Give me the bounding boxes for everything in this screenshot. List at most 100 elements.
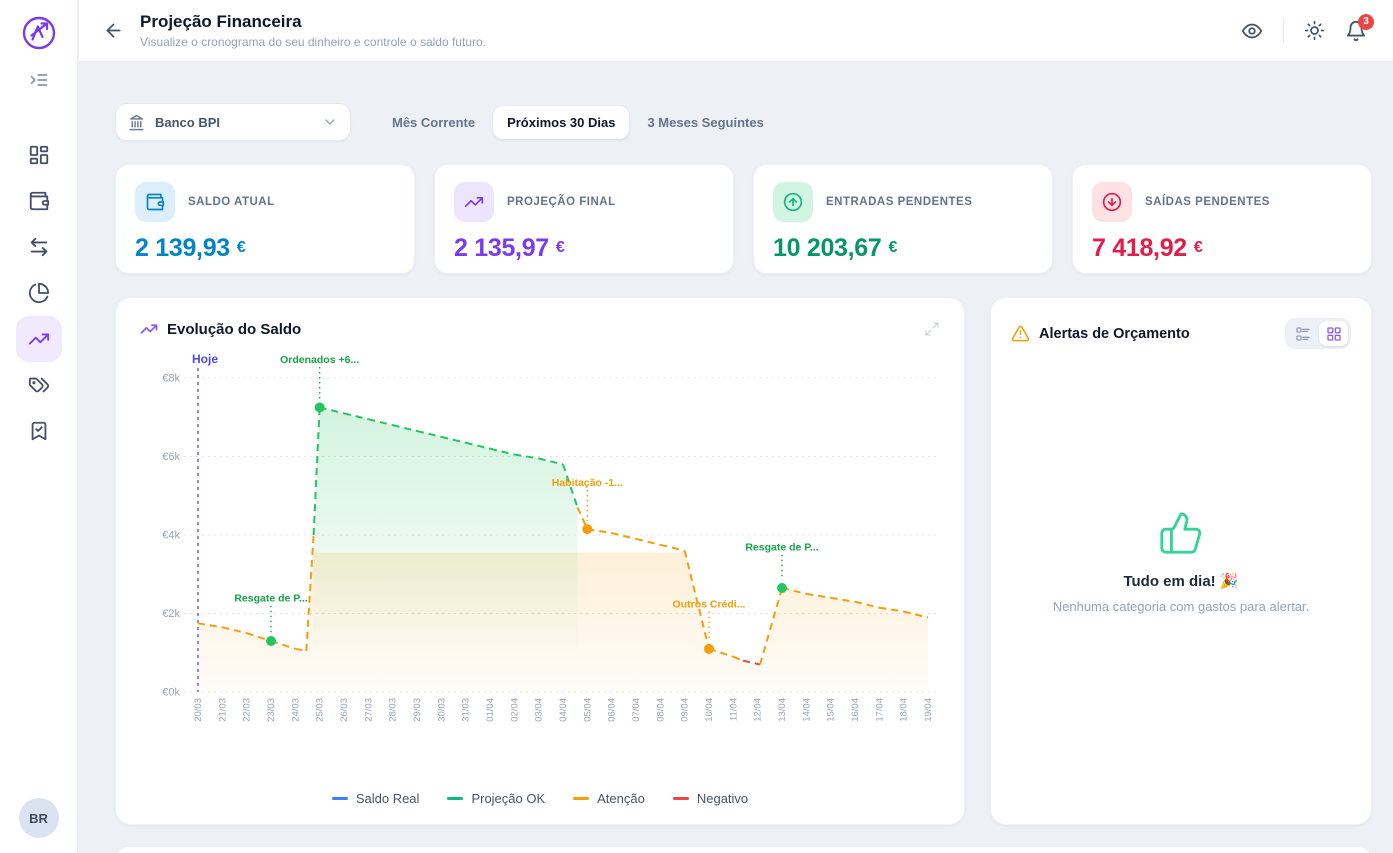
legend-swatch (331, 797, 348, 800)
balance-chart[interactable]: €0k €2k €4k €6k €8k 20/03 21/03 22/03 23/03 24/03… (140, 352, 940, 785)
svg-text:€4k: €4k (162, 530, 180, 542)
tab-mes-corrente[interactable]: Mês Corrente (392, 114, 476, 130)
sidebar-item-dashboard[interactable] (16, 132, 62, 178)
grid-view-icon[interactable] (1319, 321, 1348, 346)
currency-symbol: € (1193, 239, 1203, 256)
back-button[interactable] (103, 20, 124, 41)
legend-label: Atenção (597, 791, 645, 806)
sidebar-item-accounts[interactable] (16, 178, 62, 224)
tab-proximos-30-dias[interactable]: Próximos 30 Dias (493, 105, 630, 139)
app-logo-icon[interactable] (19, 13, 59, 53)
trending-up-icon (454, 182, 494, 222)
svg-text:31/03: 31/03 (461, 698, 472, 722)
svg-text:€2k: €2k (162, 608, 180, 620)
pie-chart-icon (28, 282, 50, 304)
svg-text:13/04: 13/04 (777, 698, 788, 722)
sidebar-item-reports[interactable] (16, 270, 62, 316)
svg-text:04/04: 04/04 (558, 698, 569, 722)
legend-swatch (447, 797, 464, 800)
svg-text:20/03: 20/03 (193, 698, 204, 722)
svg-text:€8k: €8k (162, 373, 180, 385)
bank-selector[interactable]: Banco BPI (115, 103, 351, 141)
svg-text:17/04: 17/04 (874, 698, 885, 722)
thumbs-up-icon (1158, 510, 1204, 556)
sidebar-nav (15, 132, 62, 454)
svg-text:08/04: 08/04 (655, 698, 666, 722)
legend-label: Projeção OK (471, 791, 546, 806)
header-actions: 3 (1241, 13, 1374, 43)
tags-icon (28, 374, 50, 396)
user-avatar[interactable]: BR (18, 798, 59, 838)
svg-text:03/04: 03/04 (534, 698, 545, 722)
svg-text:23/03: 23/03 (266, 698, 277, 722)
page-title: Projeção Financeira (140, 12, 302, 31)
budget-alerts-panel: Alertas de Orçamento (990, 297, 1372, 825)
arrow-up-circle-icon (773, 182, 813, 222)
balance-evolution-panel: Evolução do Saldo €0k €2k €4k €6k €8k 20/03 21… (115, 297, 965, 825)
alert-triangle-icon (1011, 324, 1030, 343)
arrow-left-right-icon (28, 236, 50, 258)
eye-icon[interactable] (1241, 20, 1263, 42)
currency-symbol: € (236, 239, 246, 256)
sidebar-collapse-icon[interactable] (29, 70, 49, 90)
stat-value: 7 418,92 (1092, 234, 1187, 262)
svg-text:22/03: 22/03 (242, 698, 253, 722)
sidebar-item-goals[interactable] (16, 408, 62, 454)
alerts-empty-title: Tudo em dia! 🎉 (1123, 572, 1239, 590)
alerts-empty-state: Tudo em dia! 🎉 Nenhuma categoria com gas… (1011, 349, 1351, 804)
svg-text:Resgate de P...: Resgate de P... (234, 593, 307, 605)
trending-up-icon (28, 328, 50, 350)
stat-label: SALDO ATUAL (188, 196, 275, 208)
notifications-bell-icon[interactable]: 3 (1345, 13, 1374, 42)
sidebar-item-transactions[interactable] (16, 224, 62, 270)
svg-text:28/03: 28/03 (388, 698, 399, 722)
alerts-empty-subtitle: Nenhuma categoria com gastos para alerta… (1052, 598, 1310, 614)
page-subtitle: Visualize o cronograma do seu dinheiro e… (140, 35, 486, 49)
svg-text:21/03: 21/03 (217, 698, 228, 722)
svg-text:30/03: 30/03 (436, 698, 447, 722)
theme-toggle-sun-icon[interactable] (1304, 20, 1325, 41)
svg-text:05/04: 05/04 (582, 698, 593, 722)
svg-text:01/04: 01/04 (485, 698, 496, 722)
legend-label: Negativo (696, 791, 749, 806)
currency-symbol: € (555, 239, 565, 256)
stat-label: SAÍDAS PENDENTES (1145, 196, 1270, 208)
sidebar-item-categories[interactable] (16, 362, 62, 408)
svg-text:€6k: €6k (162, 451, 180, 463)
alerts-view-toggle (1285, 318, 1351, 349)
svg-text:09/04: 09/04 (680, 698, 691, 722)
legend-label: Saldo Real (355, 791, 420, 806)
svg-text:14/04: 14/04 (801, 698, 812, 722)
svg-text:11/04: 11/04 (728, 698, 739, 721)
stat-value: 2 139,93 (135, 234, 230, 262)
stat-card-entradas-pendentes: ENTRADAS PENDENTES 10 203,67 € (753, 164, 1053, 274)
dashboard-icon (28, 144, 50, 166)
svg-text:27/03: 27/03 (363, 698, 374, 722)
legend-item[interactable]: Atenção (573, 791, 645, 806)
svg-text:18/04: 18/04 (899, 698, 910, 722)
stat-label: ENTRADAS PENDENTES (826, 196, 973, 208)
stat-value: 10 203,67 (773, 234, 882, 262)
stat-card-saidas-pendentes: SAÍDAS PENDENTES 7 418,92 € (1072, 164, 1372, 274)
legend-item[interactable]: Negativo (672, 791, 749, 806)
chevron-down-icon (322, 114, 338, 130)
list-view-icon[interactable] (1288, 321, 1317, 346)
period-tabs: Mês Corrente Próximos 30 Dias 3 Meses Se… (378, 105, 778, 139)
expand-icon[interactable] (924, 321, 940, 337)
legend-item[interactable]: Projeção OK (447, 791, 545, 806)
svg-text:15/04: 15/04 (826, 698, 837, 722)
bank-icon (128, 114, 145, 131)
legend-swatch (573, 797, 590, 800)
legend-swatch (672, 797, 689, 800)
stat-cards-row: SALDO ATUAL 2 139,93 € PROJEÇÃO FINAL 2 1… (115, 164, 1372, 274)
svg-text:16/04: 16/04 (850, 698, 861, 722)
svg-text:07/04: 07/04 (631, 698, 642, 722)
chart-legend: Saldo Real Projeção OK Atenção Negativo (140, 785, 940, 810)
tab-3-meses-seguintes[interactable]: 3 Meses Seguintes (647, 114, 764, 130)
sidebar-item-projection[interactable] (15, 316, 62, 362)
stat-card-projecao-final: PROJEÇÃO FINAL 2 135,97 € (434, 164, 734, 274)
svg-text:Outros Crédi...: Outros Crédi... (673, 599, 746, 611)
top-header: Projeção Financeira Visualize o cronogra… (79, 0, 1393, 62)
legend-item[interactable]: Saldo Real (331, 791, 420, 806)
wallet-icon (28, 190, 50, 212)
